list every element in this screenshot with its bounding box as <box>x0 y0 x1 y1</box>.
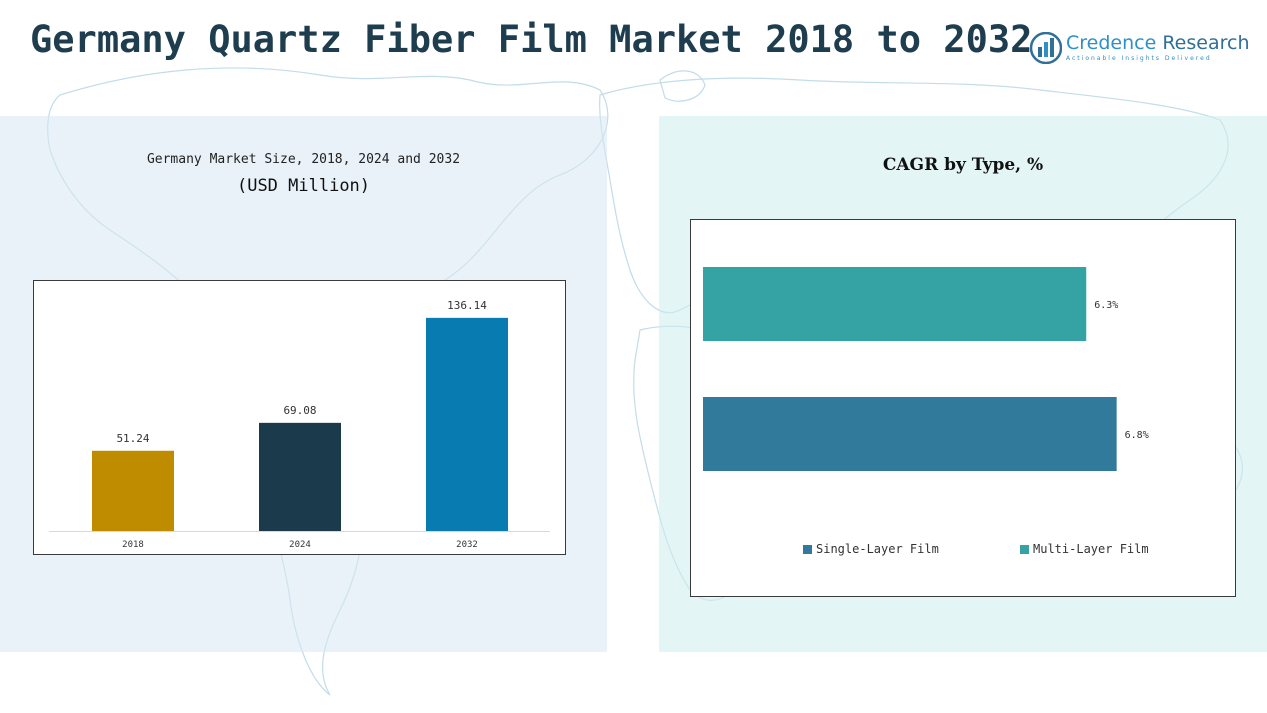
market-size-chart-frame: 51.24 2018 69.08 2024 136.14 2032 <box>33 280 566 555</box>
data-label-2032: 136.14 <box>447 299 487 312</box>
data-label-single-layer-film: 6.8% <box>1125 430 1149 441</box>
x-tick-label-2024: 2024 <box>289 540 311 550</box>
legend-label-single-layer-film: Single-Layer Film <box>816 542 939 556</box>
page-title: Germany Quartz Fiber Film Market 2018 to… <box>30 18 1033 61</box>
bar-chart-logo-icon <box>1030 32 1062 64</box>
logo-tagline: Actionable Insights Delivered <box>1066 55 1212 62</box>
legend-label-multi-layer-film: Multi-Layer Film <box>1033 542 1149 556</box>
credence-research-logo: Credence Research Actionable Insights De… <box>1030 30 1249 66</box>
bar-2018 <box>92 450 174 531</box>
bar-single-layer-film <box>703 397 1117 471</box>
market-size-panel: Germany Market Size, 2018, 2024 and 2032… <box>0 116 607 652</box>
logo-name: Credence Research <box>1066 32 1249 54</box>
cagr-panel: CAGR by Type, % 6.3% 6.8% Single-Layer Fil… <box>659 116 1267 652</box>
legend-swatch-single-layer-film <box>803 545 812 554</box>
cagr-chart-frame: 6.3% 6.8% Single-Layer Film Multi-Layer Fil… <box>690 219 1236 597</box>
legend-swatch-multi-layer-film <box>1020 545 1029 554</box>
logo-name-second: Research <box>1162 32 1250 54</box>
market-size-chart-unit: (USD Million) <box>236 176 371 196</box>
bar-multi-layer-film <box>703 267 1087 341</box>
data-label-multi-layer-film: 6.3% <box>1094 300 1118 311</box>
cagr-chart-title: CAGR by Type, % <box>882 155 1044 175</box>
cagr-horizontal-bar-chart: 6.3% 6.8% Single-Layer Film Multi-Layer Fil… <box>703 267 1149 556</box>
bar-2024 <box>259 422 341 531</box>
logo-name-first: Credence <box>1066 32 1157 54</box>
data-label-2018: 51.24 <box>116 432 149 445</box>
bar-2032 <box>426 317 508 531</box>
market-size-chart-title: Germany Market Size, 2018, 2024 and 2032 <box>146 152 461 167</box>
market-size-bar-chart: 51.24 2018 69.08 2024 136.14 2032 <box>49 299 550 550</box>
x-tick-label-2018: 2018 <box>122 540 144 550</box>
x-tick-label-2032: 2032 <box>456 540 478 550</box>
data-label-2024: 69.08 <box>283 404 316 417</box>
